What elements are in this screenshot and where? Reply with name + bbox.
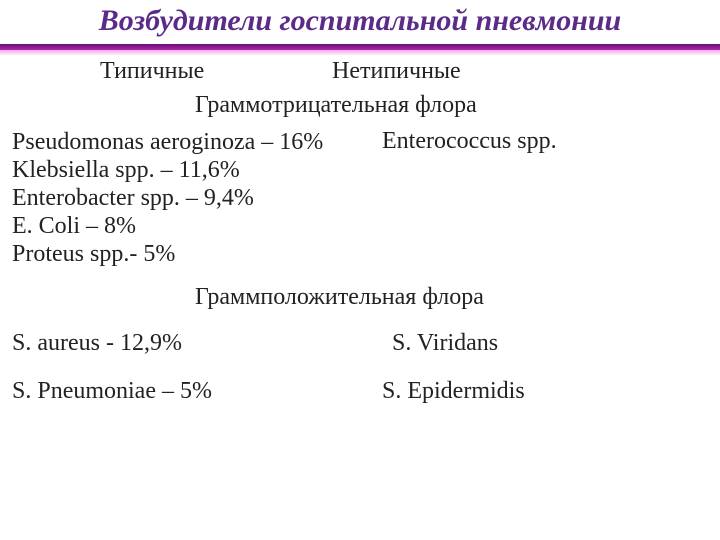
banner-stripe-light <box>0 50 720 56</box>
column-header-atypical: Нетипичные <box>332 58 461 85</box>
gram-negative-header: Граммотрицательная флора <box>195 92 477 119</box>
gram-positive-header: Граммположительная флора <box>195 284 484 311</box>
gram-negative-right-item: Enterococcus spp. <box>382 128 557 155</box>
gram-negative-left-list: Pseudomonas aeroginoza – 16% Klebsiella … <box>12 128 323 268</box>
list-item: Klebsiella spp. – 11,6% <box>12 156 323 184</box>
decorative-banner <box>0 38 720 58</box>
list-item: Proteus spp.- 5% <box>12 240 323 268</box>
slide: Возбудители госпитальной пневмонии Типич… <box>0 0 720 540</box>
gram-positive-row2-right: S. Epidermidis <box>382 378 525 405</box>
column-header-typical: Типичные <box>100 58 204 85</box>
gram-positive-row1-left: S. aureus - 12,9% <box>12 330 182 357</box>
list-item: E. Coli – 8% <box>12 212 323 240</box>
gram-positive-row1-right: S. Viridans <box>392 330 498 357</box>
list-item: Enterobacter spp. – 9,4% <box>12 184 323 212</box>
gram-positive-row2-left: S. Pneumoniae – 5% <box>12 378 212 405</box>
list-item: Pseudomonas aeroginoza – 16% <box>12 128 323 156</box>
slide-title: Возбудители госпитальной пневмонии <box>0 4 720 38</box>
